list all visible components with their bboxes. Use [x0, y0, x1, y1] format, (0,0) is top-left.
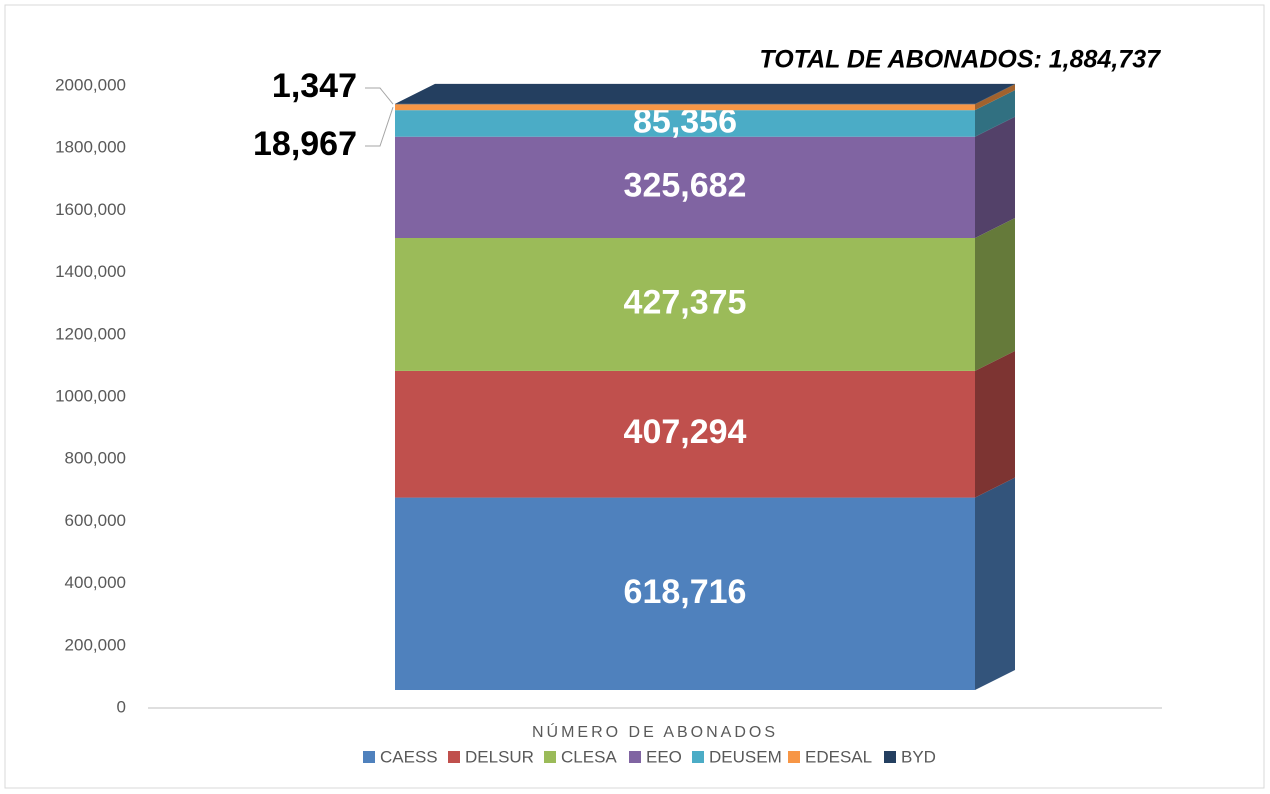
y-tick-label: 800,000 [65, 449, 126, 468]
legend-swatch [788, 751, 800, 763]
bar-segment [395, 136, 975, 238]
bar-side [975, 83, 1015, 105]
y-tick-label: 1800,000 [55, 138, 126, 157]
y-tick-label: 1200,000 [55, 324, 126, 343]
total-annotation: TOTAL DE ABONADOS: 1,884,737 [759, 46, 1161, 74]
data-label: 1,347 [272, 67, 357, 105]
data-label: 618,716 [624, 573, 747, 611]
y-tick-label: 1600,000 [55, 200, 126, 219]
bar-side [975, 90, 1015, 137]
legend-label: CLESA [561, 747, 617, 766]
legend-label: CAESS [380, 747, 438, 766]
legend-swatch [884, 751, 896, 763]
bar-side [975, 350, 1015, 498]
y-tick-label: 1400,000 [55, 262, 126, 281]
y-tick-label: 0 [117, 697, 126, 716]
bar-segment [395, 370, 975, 498]
data-label: 325,682 [624, 166, 747, 204]
bar-segment [395, 237, 975, 371]
legend-swatch [629, 751, 641, 763]
legend-swatch [544, 751, 556, 763]
data-label: 407,294 [624, 413, 747, 451]
y-tick-label: 1000,000 [55, 386, 126, 405]
legend-label: EDESAL [805, 747, 872, 766]
legend-swatch [692, 751, 704, 763]
y-tick-label: 600,000 [65, 511, 126, 530]
data-label: 18,967 [253, 125, 357, 163]
y-tick-label: 400,000 [65, 573, 126, 592]
bar-side [975, 84, 1015, 111]
legend-swatch [448, 751, 460, 763]
legend-label: DELSUR [465, 747, 534, 766]
x-axis-label: NÚMERO DE ABONADOS [532, 722, 778, 741]
bar-side [975, 477, 1015, 690]
bar-side [975, 217, 1015, 371]
legend-label: BYD [901, 747, 936, 766]
bar-segment [395, 104, 975, 111]
leader-line [365, 87, 394, 105]
bar-side [975, 116, 1015, 238]
bar-segment [395, 110, 975, 137]
y-tick-label: 200,000 [65, 635, 126, 654]
bar-segment [395, 497, 975, 690]
y-tick-label: 2000,000 [55, 75, 126, 94]
legend-swatch [363, 751, 375, 763]
bar-top [395, 83, 1015, 104]
legend-label: DEUSEM [709, 747, 782, 766]
leader-line [365, 107, 394, 147]
data-label: 427,375 [624, 283, 747, 321]
legend-label: EEO [646, 747, 682, 766]
